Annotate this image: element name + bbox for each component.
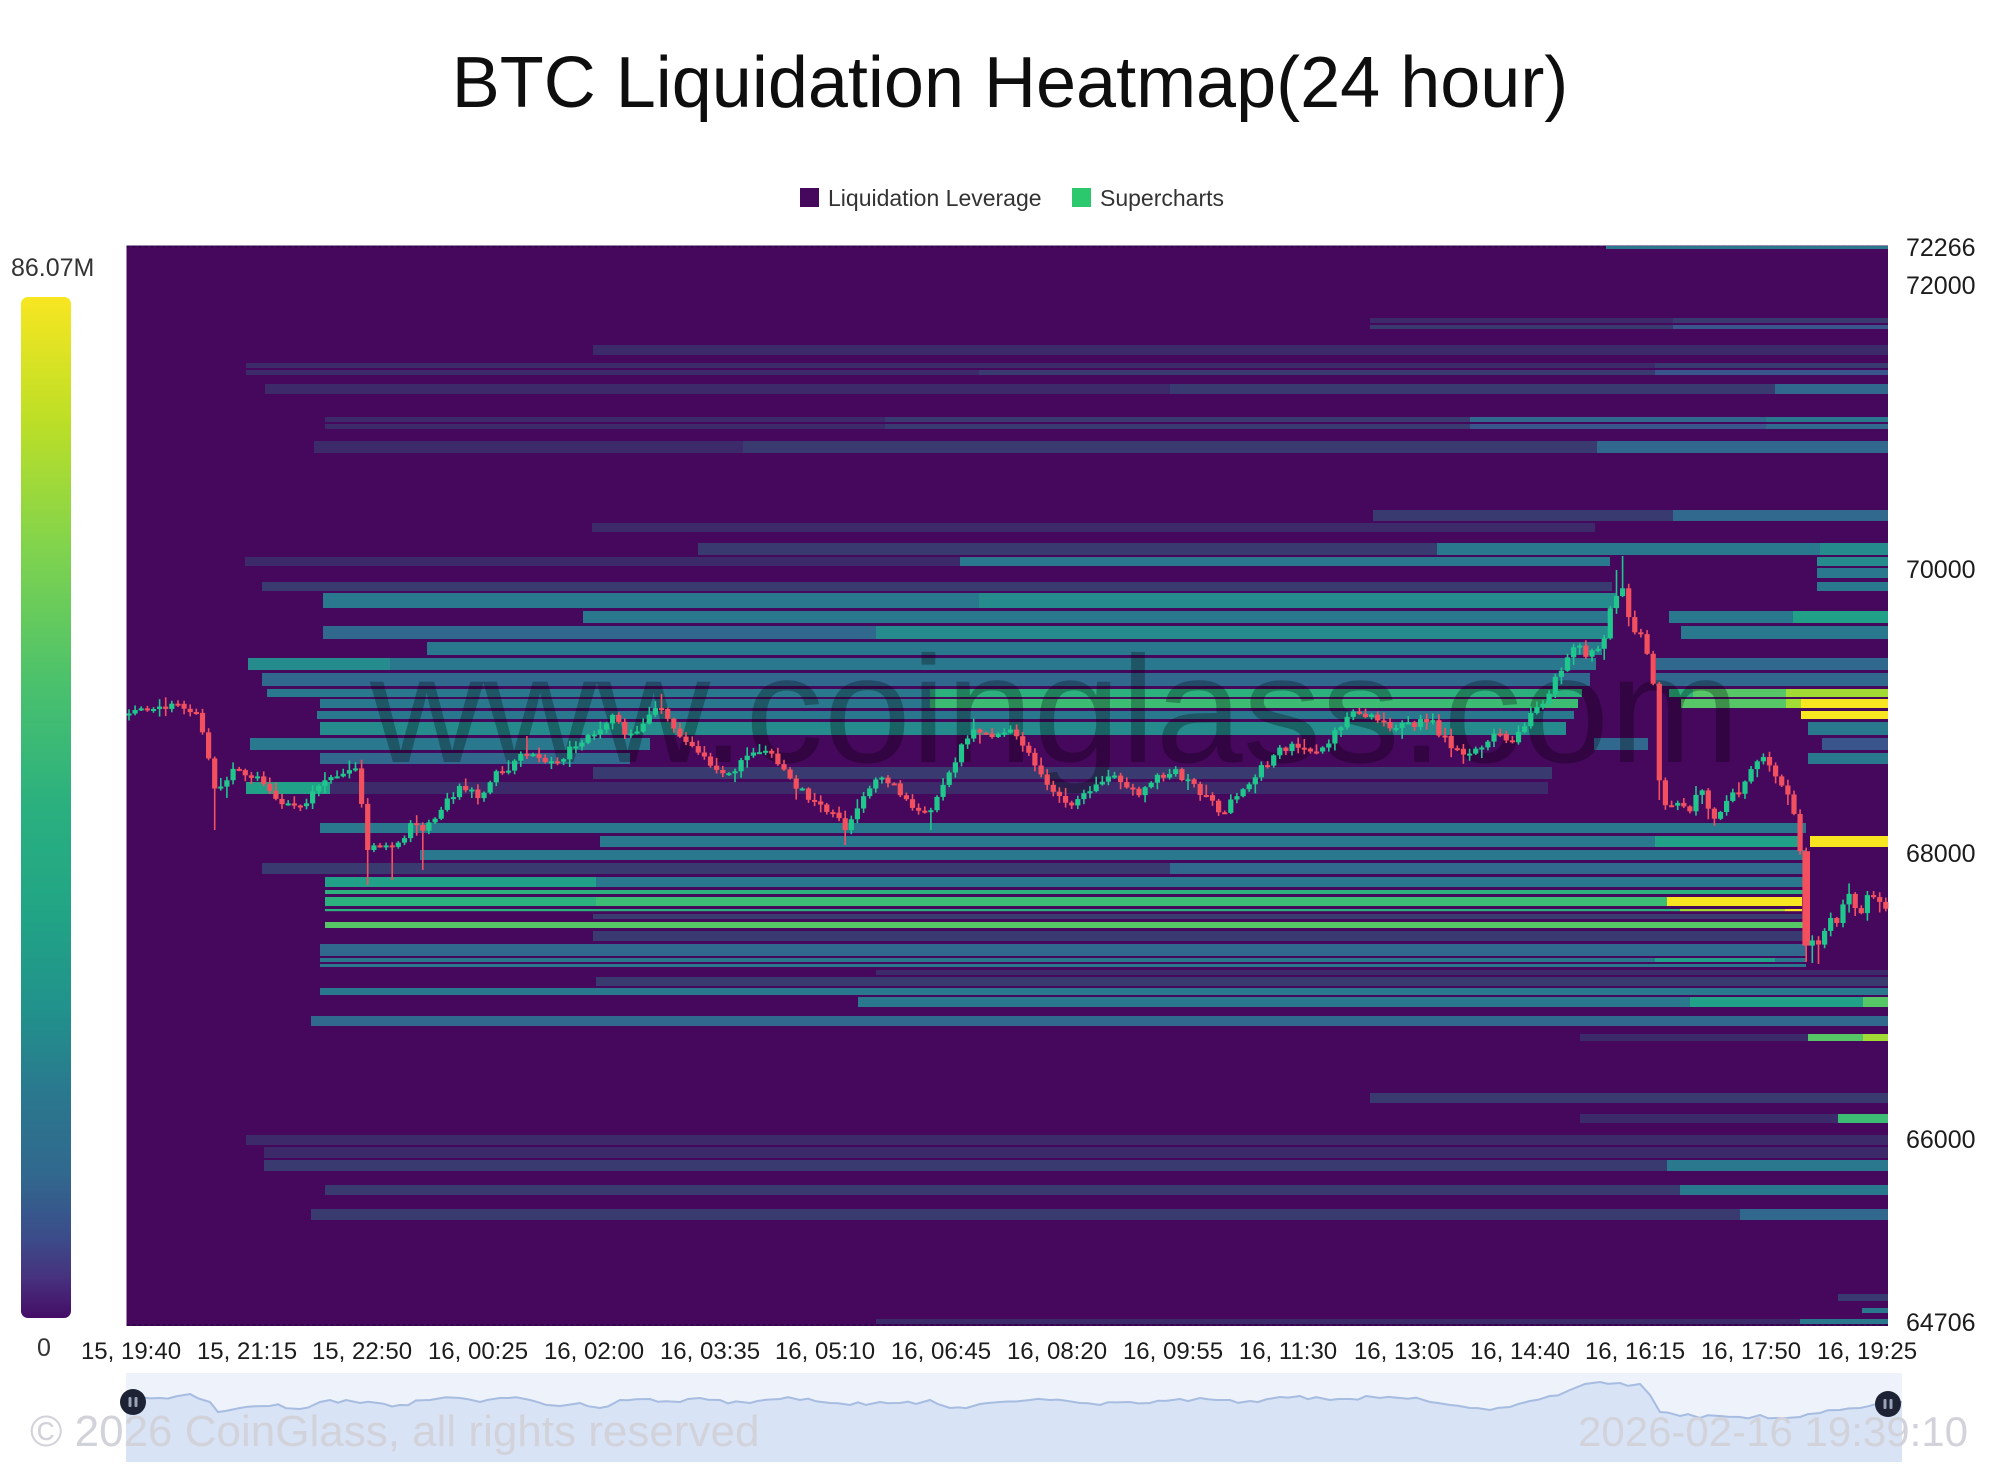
- svg-text:15, 19:40: 15, 19:40: [81, 1338, 181, 1365]
- svg-text:Supercharts: Supercharts: [1100, 185, 1224, 211]
- svg-text:16, 11:30: 16, 11:30: [1239, 1338, 1337, 1365]
- svg-text:16, 17:50: 16, 17:50: [1701, 1338, 1801, 1365]
- svg-text:68000: 68000: [1906, 840, 1976, 868]
- svg-text:0: 0: [37, 1334, 51, 1362]
- svg-text:16, 14:40: 16, 14:40: [1470, 1338, 1570, 1365]
- svg-text:72266: 72266: [1906, 234, 1976, 262]
- svg-text:72000: 72000: [1906, 272, 1976, 300]
- svg-text:16, 09:55: 16, 09:55: [1123, 1338, 1223, 1365]
- svg-text:16, 05:10: 16, 05:10: [775, 1338, 875, 1365]
- svg-text:64706: 64706: [1906, 1309, 1976, 1337]
- svg-text:16, 03:35: 16, 03:35: [660, 1338, 760, 1365]
- svg-text:www.coinglass.com: www.coinglass.com: [369, 625, 1740, 795]
- svg-text:15, 22:50: 15, 22:50: [312, 1338, 412, 1365]
- svg-text:© 2026 CoinGlass, all rights r: © 2026 CoinGlass, all rights reserved: [30, 1407, 759, 1456]
- svg-text:16, 16:15: 16, 16:15: [1585, 1338, 1685, 1365]
- svg-text:BTC Liquidation Heatmap(24 hou: BTC Liquidation Heatmap(24 hour): [452, 43, 1569, 123]
- svg-text:16, 06:45: 16, 06:45: [891, 1338, 991, 1365]
- svg-text:16, 02:00: 16, 02:00: [544, 1338, 644, 1365]
- svg-text:16, 08:20: 16, 08:20: [1007, 1338, 1107, 1365]
- svg-text:70000: 70000: [1906, 556, 1976, 584]
- svg-text:66000: 66000: [1906, 1126, 1976, 1154]
- svg-text:Liquidation Leverage: Liquidation Leverage: [828, 185, 1042, 211]
- svg-text:16, 00:25: 16, 00:25: [428, 1338, 528, 1365]
- svg-text:15, 21:15: 15, 21:15: [197, 1338, 297, 1365]
- svg-text:86.07M: 86.07M: [11, 254, 94, 282]
- svg-text:16, 19:25: 16, 19:25: [1817, 1338, 1917, 1365]
- svg-text:2026-02-16 19:39:10: 2026-02-16 19:39:10: [1578, 1408, 1968, 1455]
- svg-text:16, 13:05: 16, 13:05: [1354, 1338, 1454, 1365]
